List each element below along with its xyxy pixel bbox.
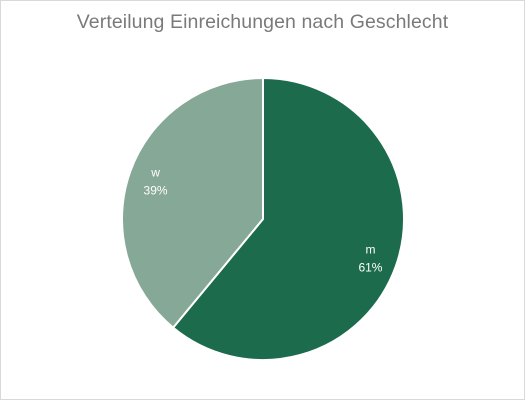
slice-category-label-w: w bbox=[150, 165, 160, 179]
pie-slice-m bbox=[172, 77, 405, 361]
pie-slice-w bbox=[121, 77, 264, 329]
slice-value-label-m: 61% bbox=[358, 261, 382, 275]
slice-category-label-m: m bbox=[365, 243, 375, 257]
chart-title: Verteilung Einreichungen nach Geschlecht bbox=[76, 11, 449, 33]
slice-value-label-w: 39% bbox=[144, 183, 168, 197]
